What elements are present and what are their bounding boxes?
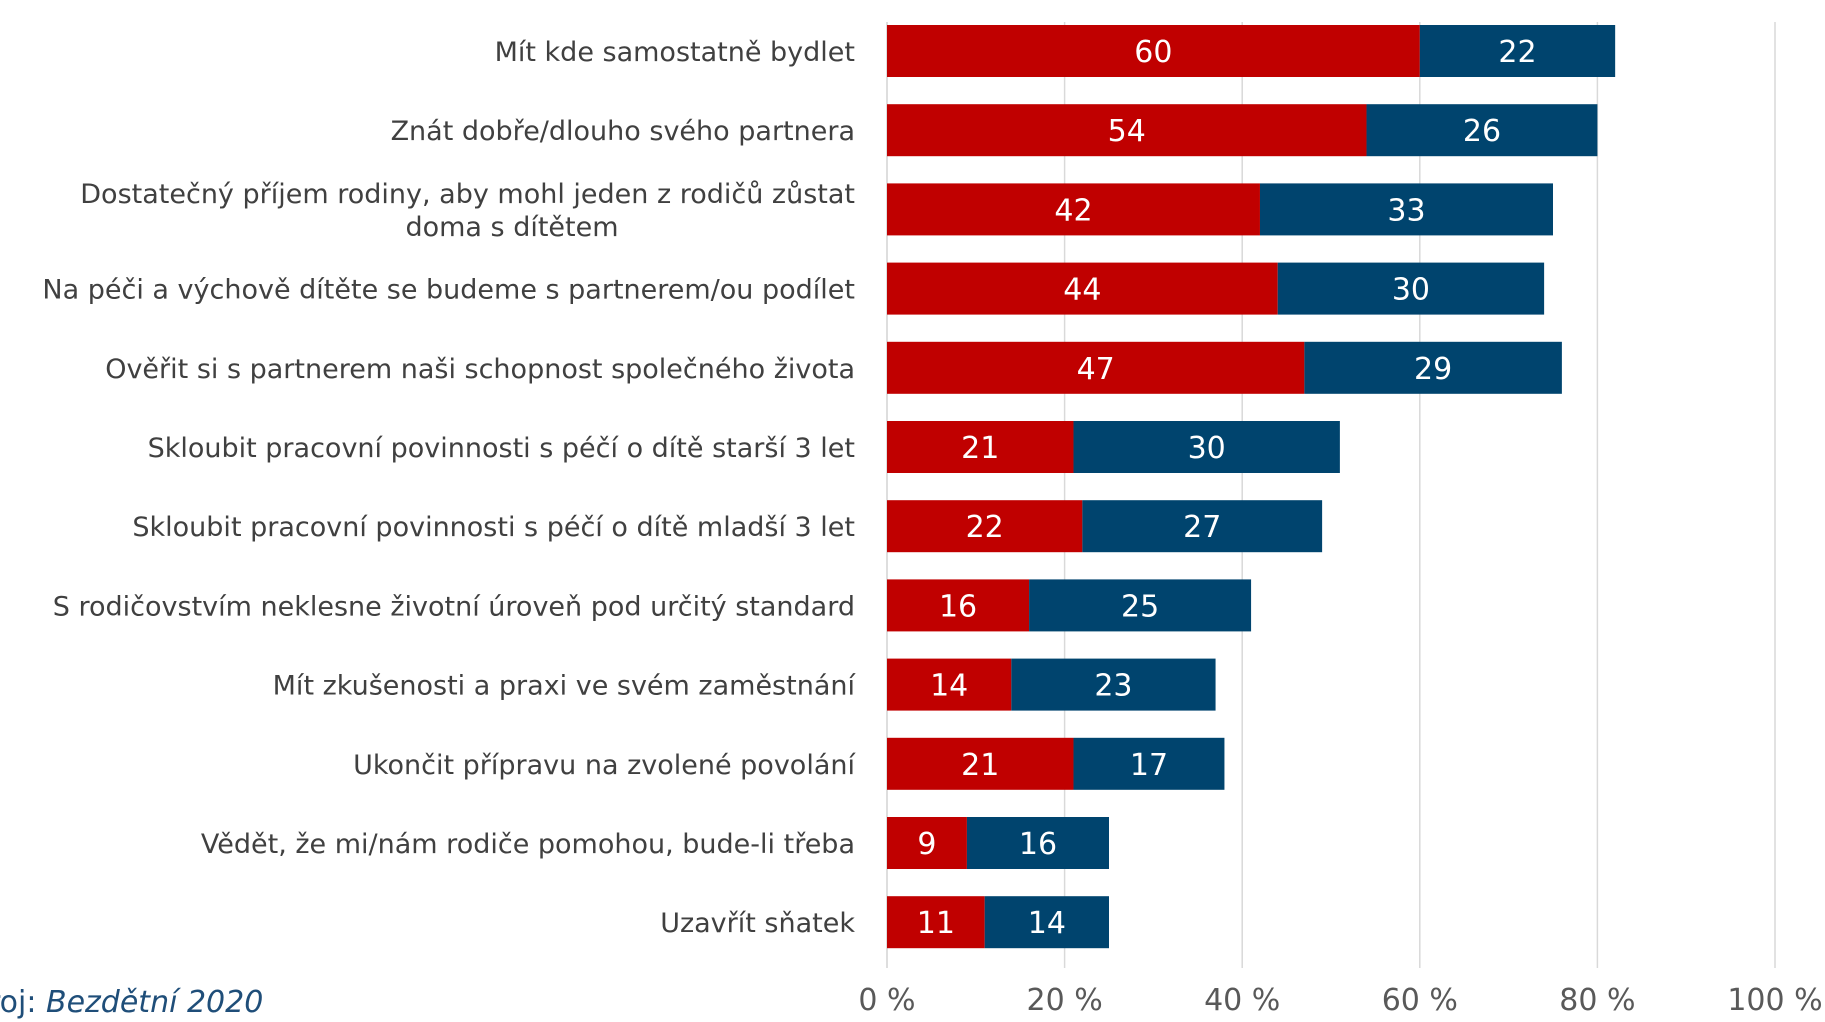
- bar-row: 42 33: [887, 183, 1553, 236]
- bar-row: 16 25: [887, 579, 1252, 632]
- data-label: 30: [1188, 431, 1226, 466]
- category-label: Ověřit si s partnerem naši schopnost spo…: [105, 354, 855, 385]
- category-label: S rodičovstvím neklesne životní úroveň p…: [53, 591, 855, 622]
- source-title: Bezdětní 2020: [46, 985, 264, 1020]
- data-label: 33: [1387, 193, 1425, 228]
- data-label: 22: [966, 510, 1004, 545]
- source-note: roj: Bezdětní 2020: [0, 985, 263, 1020]
- x-tick-label: 40 %: [1204, 983, 1280, 1018]
- data-label: 25: [1121, 589, 1159, 624]
- x-tick-label: 100 %: [1727, 983, 1822, 1018]
- bar-segment-blue: [1419, 25, 1616, 77]
- bar-row: 60 22: [887, 25, 1616, 77]
- bar-segment-red: [887, 737, 1074, 790]
- bar-segment-blue: [966, 817, 1109, 869]
- data-label: 42: [1054, 193, 1092, 228]
- bar-segment-blue: [1073, 737, 1225, 790]
- category-label: Vědět, že mi/nám rodiče pomohou, bude-li…: [201, 829, 855, 860]
- data-label: 9: [917, 827, 936, 862]
- category-label-line: Dostatečný příjem rodiny, aby mohl jeden…: [80, 179, 855, 210]
- category-label: Ukončit přípravu na zvolené povolání: [353, 750, 856, 781]
- bar-row: 54 26: [887, 104, 1598, 157]
- category-label-line: Znát dobře/dlouho svého partnera: [391, 116, 855, 147]
- category-label-line: Vědět, že mi/nám rodiče pomohou, bude-li…: [201, 829, 855, 860]
- bar-segment-red: [887, 500, 1083, 553]
- bar-row: 47 29: [887, 341, 1562, 394]
- bar-segment-blue: [1304, 341, 1562, 394]
- data-label: 17: [1130, 748, 1168, 783]
- data-label: 11: [917, 906, 955, 941]
- category-label-line: Skloubit pracovní povinnosti s péčí o dí…: [132, 512, 855, 543]
- category-label-line: Skloubit pracovní povinnosti s péčí o dí…: [148, 433, 855, 464]
- category-label: Mít kde samostatně bydlet: [495, 37, 855, 68]
- data-label: 14: [930, 669, 968, 704]
- gridlines: [886, 22, 1776, 968]
- bar-segment-red: [887, 262, 1278, 315]
- bar-row: 22 27: [887, 500, 1323, 553]
- bar-segment-blue: [1277, 262, 1545, 315]
- source-prefix: roj:: [0, 985, 37, 1020]
- x-axis-ticks: 0 % 20 % 40 % 60 % 80 % 100 %: [858, 983, 1822, 1018]
- bar-segment-red: [887, 25, 1420, 77]
- bar-row: 11 14: [887, 896, 1109, 949]
- bar-segment-red: [887, 579, 1030, 632]
- data-label: 60: [1134, 35, 1172, 70]
- bar-segment-red: [887, 341, 1305, 394]
- category-label-line: S rodičovstvím neklesne životní úroveň p…: [53, 591, 855, 622]
- category-label: Uzavřít sňatek: [660, 908, 855, 939]
- x-tick-label: 80 %: [1559, 983, 1635, 1018]
- bar-row: 9 16: [887, 817, 1109, 869]
- bar-row: 14 23: [887, 658, 1216, 711]
- bar-segment-blue: [1011, 658, 1216, 711]
- bar-row: 44 30: [887, 262, 1545, 315]
- category-label: Na péči a výchově dítěte se budeme s par…: [42, 275, 855, 306]
- data-label: 16: [1019, 827, 1057, 862]
- data-label: 23: [1094, 669, 1132, 704]
- category-label: Dostatečný příjem rodiny, aby mohl jeden…: [80, 179, 855, 243]
- data-label: 14: [1028, 906, 1066, 941]
- bar-segment-blue: [1073, 421, 1340, 473]
- bar-segment-red: [887, 421, 1074, 473]
- category-label-line: Ukončit přípravu na zvolené povolání: [353, 750, 856, 781]
- category-labels: Mít kde samostatně bydlet Znát dobře/dlou…: [42, 37, 856, 939]
- bar-segment-blue: [1082, 500, 1323, 553]
- category-label: Skloubit pracovní povinnosti s péčí o dí…: [148, 433, 855, 464]
- bar-segment-blue: [1366, 104, 1598, 157]
- data-label: 21: [961, 748, 999, 783]
- data-label: 21: [961, 431, 999, 466]
- bar-segment-red: [887, 896, 985, 949]
- data-label: 54: [1108, 114, 1146, 149]
- category-label-line: Mít zkušenosti a praxi ve svém zaměstnán…: [273, 671, 857, 702]
- data-label: 26: [1463, 114, 1501, 149]
- category-label: Skloubit pracovní povinnosti s péčí o dí…: [132, 512, 855, 543]
- category-label: Mít zkušenosti a praxi ve svém zaměstnán…: [273, 671, 857, 702]
- data-label: 16: [939, 589, 977, 624]
- x-tick-label: 20 %: [1026, 983, 1102, 1018]
- bar-row: 21 17: [887, 737, 1225, 790]
- data-label: 44: [1063, 273, 1101, 308]
- category-label-line: Na péči a výchově dítěte se budeme s par…: [42, 275, 855, 306]
- bar-segment-red: [887, 817, 967, 869]
- data-label: 22: [1498, 35, 1536, 70]
- category-label-line: doma s dítětem: [405, 212, 618, 243]
- data-label: 47: [1077, 352, 1115, 387]
- bar-segment-blue: [984, 896, 1109, 949]
- bar-segment-red: [887, 104, 1367, 157]
- bar-segment-red: [887, 183, 1260, 236]
- bar-segment-blue: [1259, 183, 1553, 236]
- data-label: 29: [1414, 352, 1452, 387]
- category-label-line: Ověřit si s partnerem naši schopnost spo…: [105, 354, 855, 385]
- bar-segment-blue: [1029, 579, 1252, 632]
- bar-segment-red: [887, 658, 1012, 711]
- category-label-line: Uzavřít sňatek: [660, 908, 855, 939]
- category-label: Znát dobře/dlouho svého partnera: [391, 116, 855, 147]
- x-tick-label: 0 %: [858, 983, 915, 1018]
- category-label-line: Mít kde samostatně bydlet: [495, 37, 855, 68]
- data-label: 30: [1392, 273, 1430, 308]
- bar-row: 21 30: [887, 421, 1340, 473]
- data-label: 27: [1183, 510, 1221, 545]
- x-tick-label: 60 %: [1382, 983, 1458, 1018]
